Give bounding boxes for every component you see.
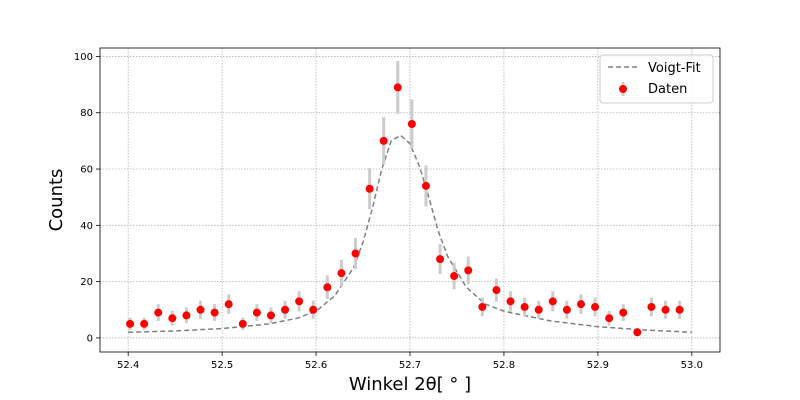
data-point xyxy=(520,302,529,311)
data-point xyxy=(534,305,543,314)
data-point xyxy=(393,83,402,92)
data-point xyxy=(464,266,473,275)
data-point xyxy=(266,311,275,320)
data-point xyxy=(252,308,261,317)
data-point xyxy=(210,308,219,317)
data-point xyxy=(140,319,149,328)
fit-line-layer xyxy=(128,134,692,334)
voigt-fit-line xyxy=(128,134,692,334)
legend-data-marker xyxy=(619,85,627,93)
data-point xyxy=(647,302,656,311)
data-point xyxy=(407,120,416,128)
x-tick-label: 52.6 xyxy=(305,360,327,371)
data-point xyxy=(619,308,628,317)
legend-data-label: Daten xyxy=(648,82,687,97)
data-point xyxy=(633,328,642,337)
y-tick-label: 40 xyxy=(80,221,93,232)
data-point xyxy=(675,305,684,314)
data-point xyxy=(323,283,332,292)
data-point xyxy=(478,302,487,311)
data-point xyxy=(576,300,585,309)
x-tick-label: 53.0 xyxy=(681,360,703,371)
y-axis-title: Counts xyxy=(46,169,67,232)
y-tick-label: 60 xyxy=(80,165,93,176)
axis-ticks: 52.4 52.5 52.6 52.7 52.8 52.9 53.0 0 20 40 60 80 100 xyxy=(74,52,703,371)
y-tick-label: 80 xyxy=(80,108,93,119)
data-point xyxy=(591,302,600,311)
x-tick-label: 52.5 xyxy=(211,360,233,371)
data-point xyxy=(309,305,318,314)
x-axis-title: Winkel 2θ[ ° ] xyxy=(349,374,471,395)
data-point xyxy=(295,297,304,306)
legend: Voigt-Fit Daten xyxy=(599,54,714,104)
data-point xyxy=(182,311,191,320)
data-point xyxy=(379,136,388,145)
x-tick-label: 52.8 xyxy=(493,360,515,371)
data-point xyxy=(351,249,360,258)
data-point xyxy=(605,314,614,323)
data-point xyxy=(238,319,247,328)
data-point xyxy=(506,297,515,306)
x-tick-label: 52.4 xyxy=(117,360,139,371)
legend-fit-label: Voigt-Fit xyxy=(648,61,701,76)
data-point xyxy=(337,269,346,278)
data-point xyxy=(450,272,459,280)
data-point xyxy=(562,305,571,314)
data-point xyxy=(661,305,670,314)
x-tick-label: 52.9 xyxy=(587,360,609,371)
data-point xyxy=(168,314,177,323)
data-points-layer xyxy=(126,60,684,337)
data-point xyxy=(196,305,205,314)
data-point xyxy=(126,319,135,328)
y-tick-label: 0 xyxy=(87,333,93,344)
data-point xyxy=(436,255,445,264)
data-point xyxy=(154,308,163,317)
x-tick-label: 52.7 xyxy=(399,360,421,371)
y-tick-label: 100 xyxy=(74,52,93,63)
data-point xyxy=(365,184,374,193)
data-point xyxy=(281,305,290,314)
data-point xyxy=(548,297,557,306)
data-point xyxy=(492,286,501,295)
y-tick-label: 20 xyxy=(80,277,93,288)
data-point xyxy=(421,181,430,190)
data-point xyxy=(224,300,233,309)
